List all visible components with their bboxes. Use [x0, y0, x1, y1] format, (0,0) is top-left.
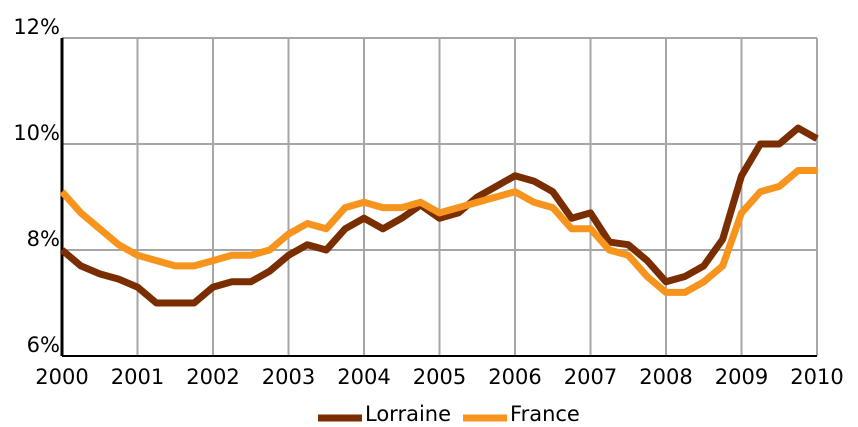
x-tick-label: 2003 [262, 365, 315, 389]
y-tick-label: 6% [27, 333, 60, 357]
y-tick-label: 10% [13, 121, 60, 145]
line-series [59, 124, 819, 307]
x-tick-label: 2009 [715, 365, 768, 389]
line-series [59, 167, 817, 296]
x-tick-label: 2010 [790, 365, 843, 389]
x-tick-label: 2007 [564, 365, 617, 389]
legend-label: France [510, 402, 580, 426]
x-tick-label: 2008 [639, 365, 692, 389]
x-tick-label: 2004 [337, 365, 390, 389]
x-tick-label: 2000 [35, 365, 88, 389]
x-tick-label: 2001 [111, 365, 164, 389]
x-tick-label: 2002 [186, 365, 239, 389]
legend-label: Lorraine [365, 402, 451, 426]
x-tick-label: 2005 [413, 365, 466, 389]
y-tick-label: 12% [13, 15, 60, 39]
y-tick-label: 8% [27, 227, 60, 251]
x-tick-label: 2006 [488, 365, 541, 389]
